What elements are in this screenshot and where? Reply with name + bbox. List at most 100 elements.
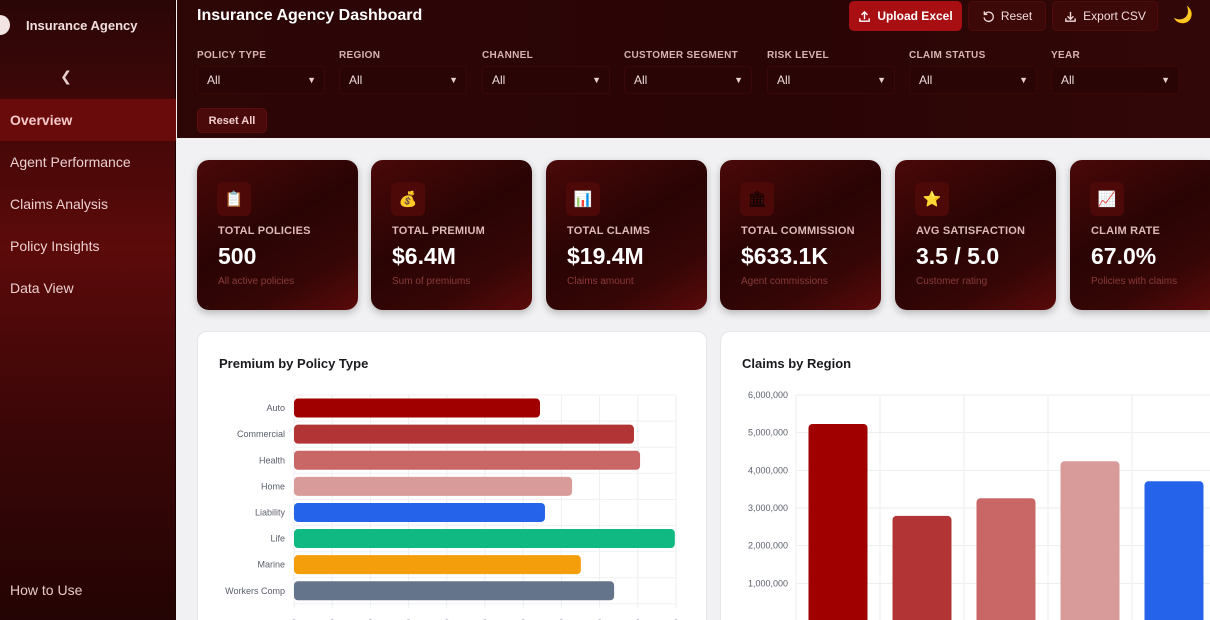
bar-life xyxy=(294,529,675,549)
moon-icon[interactable]: 🌙 xyxy=(1173,7,1193,24)
sidebar-item-policy-insights[interactable]: Policy Insights xyxy=(10,238,100,254)
channel-select[interactable]: All ▼ xyxy=(482,66,610,94)
kpi-value: 500 xyxy=(218,243,257,269)
export-csv-label: Export CSV xyxy=(1083,9,1146,23)
kpi-subtitle: All active policies xyxy=(218,276,295,287)
bar-region-2 xyxy=(892,515,952,620)
brand-logo xyxy=(0,15,10,35)
sidebar-item-agent-performance[interactable]: Agent Performance xyxy=(10,154,131,170)
y-tick-label: Liability xyxy=(255,507,286,517)
clipboard-icon: 📋 xyxy=(217,182,251,216)
caret-down-icon: ▼ xyxy=(307,75,316,85)
select-value: All xyxy=(634,73,648,87)
sidebar-item-how-to-use[interactable]: How to Use xyxy=(10,582,83,598)
y-tick-label: Health xyxy=(259,455,285,465)
kpi-label: TOTAL COMMISSION xyxy=(741,225,855,237)
filter-label: CUSTOMER SEGMENT xyxy=(624,50,739,61)
upload-excel-button[interactable]: Upload Excel xyxy=(849,1,962,31)
claims-by-region-panel: Claims by Region 6,000,000 5,000,000 4,000… xyxy=(720,331,1210,620)
policy-type-select[interactable]: All ▼ xyxy=(197,66,325,94)
filter-label: YEAR xyxy=(1051,50,1080,61)
export-csv-button[interactable]: Export CSV xyxy=(1052,1,1158,31)
kpi-subtitle: Sum of premiums xyxy=(392,276,471,287)
kpi-card-total-claims: 📊 TOTAL CLAIMS $19.4M Claims amount xyxy=(546,160,707,310)
claim-status-select[interactable]: All ▼ xyxy=(909,66,1037,94)
bar-region-3 xyxy=(976,498,1036,620)
trend-chart-icon: 📈 xyxy=(1090,182,1124,216)
caret-down-icon: ▼ xyxy=(877,75,886,85)
filter-channel: CHANNEL All ▼ xyxy=(482,50,610,94)
bar-commercial xyxy=(294,424,634,444)
select-value: All xyxy=(492,73,506,87)
filter-label: POLICY TYPE xyxy=(197,50,267,61)
select-value: All xyxy=(777,73,791,87)
premium-by-policy-type-panel: Premium by Policy Type Auto Commercial Hea… xyxy=(197,331,707,620)
kpi-value: $6.4M xyxy=(392,243,456,269)
kpi-card-total-commission: 🏛 TOTAL COMMISSION $633.1K Agent commiss… xyxy=(720,160,881,310)
y-tick-label: 4,000,000 xyxy=(748,465,788,475)
bar-workers-comp xyxy=(294,581,615,601)
kpi-label: CLAIM RATE xyxy=(1091,225,1161,237)
kpi-subtitle: Agent commissions xyxy=(741,276,828,287)
kpi-value: 67.0% xyxy=(1091,243,1157,269)
kpi-subtitle: Claims amount xyxy=(567,276,634,287)
reset-label: Reset xyxy=(1000,9,1033,23)
bar-auto xyxy=(294,398,541,418)
sidebar: Insurance Agency ❮ Overview Agent Perfor… xyxy=(0,0,176,620)
reset-button[interactable]: Reset xyxy=(968,1,1046,31)
caret-down-icon: ▼ xyxy=(734,75,743,85)
y-tick-label: Home xyxy=(261,481,285,491)
kpi-label: AVG SATISFACTION xyxy=(916,225,1026,237)
brand-name: Insurance Agency xyxy=(26,17,138,33)
select-value: All xyxy=(207,73,221,87)
filter-policy-type: POLICY TYPE All ▼ xyxy=(197,50,325,94)
bar-chart-icon: 📊 xyxy=(566,182,600,216)
caret-down-icon: ▼ xyxy=(1161,75,1170,85)
kpi-label: TOTAL POLICIES xyxy=(218,225,311,237)
filter-customer-segment: CUSTOMER SEGMENT All ▼ xyxy=(624,50,752,94)
filter-label: RISK LEVEL xyxy=(767,50,829,61)
bar-health xyxy=(294,450,641,470)
filter-label: CHANNEL xyxy=(482,50,533,61)
claims-by-region-chart: 6,000,000 5,000,000 4,000,000 3,000,000 2,00… xyxy=(748,390,1210,620)
select-value: All xyxy=(349,73,363,87)
bar-region-5 xyxy=(1144,481,1204,620)
y-tick-label: Workers Comp xyxy=(225,586,285,596)
filter-label: REGION xyxy=(339,50,381,61)
kpi-value: $633.1K xyxy=(741,243,828,269)
kpi-label: TOTAL PREMIUM xyxy=(392,225,486,237)
sidebar-item-data-view[interactable]: Data View xyxy=(10,280,74,296)
filter-claim-status: CLAIM STATUS All ▼ xyxy=(909,50,1037,94)
chevron-left-icon[interactable]: ❮ xyxy=(60,68,72,84)
chart-title: Claims by Region xyxy=(742,356,852,371)
brand: Insurance Agency xyxy=(0,8,138,42)
bar-liability xyxy=(294,502,545,522)
chart-title: Premium by Policy Type xyxy=(219,356,369,371)
select-value: All xyxy=(919,73,933,87)
year-select[interactable]: All ▼ xyxy=(1051,66,1179,94)
filter-label: CLAIM STATUS xyxy=(909,50,986,61)
kpi-label: TOTAL CLAIMS xyxy=(567,225,651,237)
kpi-subtitle: Customer rating xyxy=(916,276,988,287)
money-bag-icon: 💰 xyxy=(391,182,425,216)
caret-down-icon: ▼ xyxy=(449,75,458,85)
risk-level-select[interactable]: All ▼ xyxy=(767,66,895,94)
kpi-value: 3.5 / 5.0 xyxy=(916,243,1000,269)
y-tick-label: Marine xyxy=(257,560,285,570)
filter-region: REGION All ▼ xyxy=(339,50,467,94)
premium-by-policy-type-chart: Auto Commercial Health Home Liability Life Mar… xyxy=(225,394,678,620)
download-icon xyxy=(1065,11,1076,22)
sidebar-item-claims-analysis[interactable]: Claims Analysis xyxy=(10,196,109,212)
sidebar-nav: Overview Agent Performance Claims Analys… xyxy=(0,99,176,309)
caret-down-icon: ▼ xyxy=(592,75,601,85)
customer-segment-select[interactable]: All ▼ xyxy=(624,66,752,94)
reset-all-button[interactable]: Reset All xyxy=(197,108,267,133)
y-tick-label: 6,000,000 xyxy=(748,390,788,400)
y-tick-label: 3,000,000 xyxy=(748,503,788,513)
region-select[interactable]: All ▼ xyxy=(339,66,467,94)
bar-home xyxy=(294,476,573,496)
upload-excel-label: Upload Excel xyxy=(877,9,953,23)
bar-marine xyxy=(294,555,581,575)
sidebar-item-overview[interactable]: Overview xyxy=(0,99,176,141)
